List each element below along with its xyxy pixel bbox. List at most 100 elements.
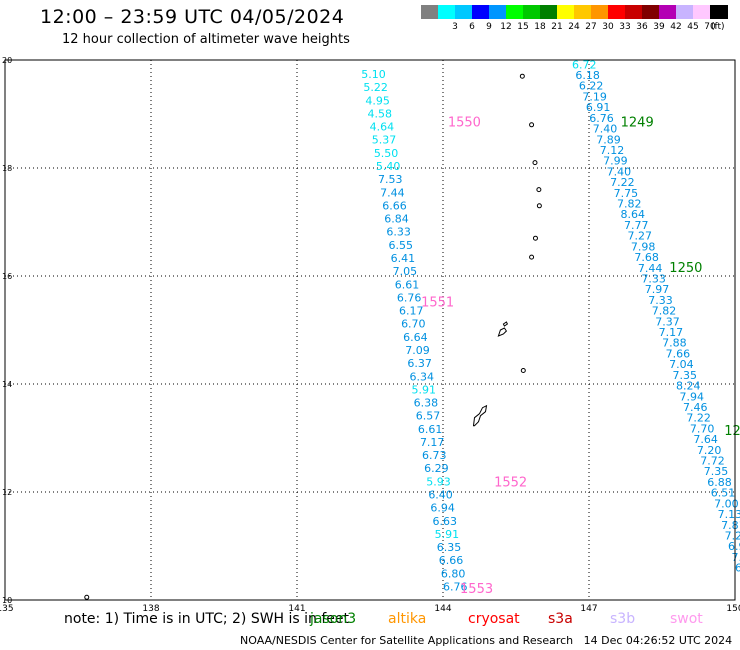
legend-swatch xyxy=(625,5,643,19)
wave-height-value: 5.10 xyxy=(361,68,386,81)
legend-swatch xyxy=(489,5,507,19)
wave-height-value: 6.29 xyxy=(424,462,449,475)
wave-height-value: 7.44 xyxy=(380,186,405,199)
wave-height-value: 6.41 xyxy=(391,252,416,265)
page-title: 12:00 – 23:59 UTC 04/05/2024 xyxy=(40,6,345,28)
wave-height-value: 6.66 xyxy=(439,554,464,567)
wave-height-value: 6.34 xyxy=(409,370,434,383)
legend-label: 21 xyxy=(551,22,563,32)
wave-height-value: 6.80 xyxy=(441,567,466,580)
wave-height-value: 7.53 xyxy=(378,173,403,186)
island xyxy=(536,203,542,209)
wave-height-value: 6.94 xyxy=(430,502,455,515)
satellite-jason3: jason3 xyxy=(310,611,357,627)
wave-height-value: 7.88 xyxy=(662,337,687,350)
wave-height-value: 8.24 xyxy=(676,380,701,393)
island xyxy=(520,368,526,373)
wave-height-value: 7.77 xyxy=(624,219,649,232)
wave-height-value: 6.22 xyxy=(579,80,604,93)
wave-height-value: 7.22 xyxy=(610,176,635,189)
wave-height-value: 7.12 xyxy=(600,144,625,157)
wave-height-value: 6.84 xyxy=(384,213,409,226)
track-label: 1550 xyxy=(448,116,481,131)
wave-height-value: 7.00 xyxy=(714,497,739,510)
island xyxy=(519,73,525,79)
wave-height-value: 7.70 xyxy=(690,422,715,435)
legend-label: 24 xyxy=(568,22,580,32)
legend-swatch xyxy=(693,5,711,19)
legend-swatch xyxy=(455,5,473,19)
wave-height-value: 6.37 xyxy=(407,357,432,370)
map-grid xyxy=(5,60,735,600)
legend-label: 39 xyxy=(653,22,665,32)
wave-height-value: 7.40 xyxy=(607,165,632,178)
wave-height-value: 7.09 xyxy=(405,344,430,357)
legend-swatch xyxy=(659,5,677,19)
legend-label: 33 xyxy=(619,22,631,32)
wave-height-value: 6.61 xyxy=(418,423,443,436)
wave-height-value: 6.76 xyxy=(443,581,468,594)
wave-height-value: 6.61 xyxy=(395,278,420,291)
wave-height-value: 7.82 xyxy=(652,305,677,318)
wave-height-value: 6.73 xyxy=(422,449,447,462)
wave-height-value: 7.75 xyxy=(614,187,639,200)
satellite-s3a: s3a xyxy=(548,611,573,627)
wave-height-value: 5.91 xyxy=(435,528,460,541)
wave-height-value: 7.17 xyxy=(659,326,684,339)
wave-height-value: 5.93 xyxy=(426,475,451,488)
legend-swatch xyxy=(523,5,541,19)
wave-height-value: 6.9 xyxy=(728,540,740,553)
lon-tick-label: 147 xyxy=(580,604,597,614)
legend-swatch xyxy=(540,5,558,19)
footer-credit: NOAA/NESDIS Center for Satellite Applica… xyxy=(240,634,732,647)
wave-height-value: 5.50 xyxy=(374,147,399,160)
legend-label: 45 xyxy=(687,22,699,32)
island xyxy=(529,122,535,128)
island xyxy=(532,235,538,241)
satellite-s3b: s3b xyxy=(610,611,636,627)
wave-height-value: 6.33 xyxy=(386,226,411,239)
lat-tick-label: 14 xyxy=(2,380,12,389)
wave-height-value: 7.98 xyxy=(631,240,656,253)
lon-tick-label: 150 xyxy=(726,604,740,614)
legend-swatch xyxy=(438,5,456,19)
track-label: 1552 xyxy=(494,476,527,491)
satellite-cryosat: cryosat xyxy=(468,611,520,627)
wave-height-value: 7.33 xyxy=(648,294,673,307)
track-label: 1249 xyxy=(621,116,654,131)
wave-height-value: 7.89 xyxy=(596,133,621,146)
wave-height-value: 7.66 xyxy=(666,347,691,360)
lon-tick-label: 135 xyxy=(0,604,14,614)
legend-label: 15 xyxy=(517,22,529,32)
lon-tick-label: 138 xyxy=(142,604,159,614)
island xyxy=(529,254,535,260)
wave-height-value: 7.35 xyxy=(673,369,698,382)
wave-height-value: 5.22 xyxy=(363,81,388,94)
legend-swatch xyxy=(557,5,575,19)
wave-height-value: 8.64 xyxy=(621,208,646,221)
wave-height-value: 6.35 xyxy=(437,541,462,554)
island-guam xyxy=(472,404,488,427)
wave-height-value: 6.66 xyxy=(382,199,407,212)
wave-height-value: 6.38 xyxy=(414,397,439,410)
credit-text: NOAA/NESDIS Center for Satellite Applica… xyxy=(240,634,574,647)
wave-height-value: 4.95 xyxy=(365,94,390,107)
lon-tick-label: 141 xyxy=(288,604,305,614)
legend-swatch xyxy=(676,5,694,19)
legend-label: 3 xyxy=(452,22,458,32)
wave-height-value: 7.44 xyxy=(638,262,663,275)
satellite-altika: altika xyxy=(388,611,427,627)
island-saipan xyxy=(497,321,509,337)
wave-height-value: 5.40 xyxy=(376,160,401,173)
legend-unit: (ft) xyxy=(711,22,725,32)
wave-height-value: 7.22 xyxy=(686,412,711,425)
legend-label: 27 xyxy=(585,22,597,32)
lat-tick-label: 12 xyxy=(2,488,12,497)
axis-labels: 135138141144147150101214161820 xyxy=(0,56,740,614)
wave-height-value: 7.19 xyxy=(582,90,607,103)
wave-height-value: 4.64 xyxy=(370,121,395,134)
legend-label: 9 xyxy=(486,22,492,32)
island xyxy=(84,594,90,600)
wave-height-value: 7.13 xyxy=(718,508,740,521)
